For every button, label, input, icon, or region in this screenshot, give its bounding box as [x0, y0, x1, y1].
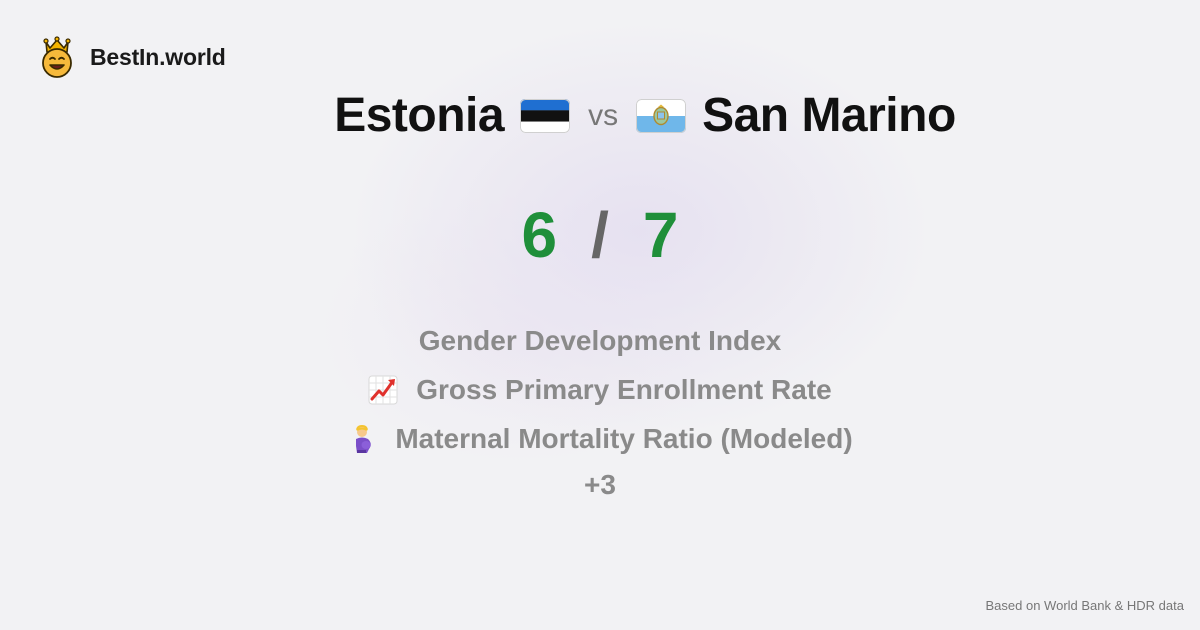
san-marino-flag-icon: [636, 98, 687, 133]
data-source-note: Based on World Bank & HDR data: [985, 598, 1184, 613]
metric-item[interactable]: Maternal Mortality Ratio (Modeled): [347, 414, 853, 463]
left-score: 6: [521, 199, 558, 271]
score-separator: /: [591, 199, 609, 271]
brand[interactable]: BestIn.world: [38, 36, 226, 78]
vs-label: vs: [588, 98, 619, 132]
right-country-name: San Marino: [702, 89, 956, 142]
chart-increasing-icon: [368, 375, 398, 404]
more-metrics-count[interactable]: +3: [584, 469, 616, 500]
brand-name: BestIn.world: [90, 43, 226, 70]
left-country-name: Estonia: [334, 89, 505, 142]
pregnant-woman-icon: [356, 424, 372, 453]
metric-list: Gender Development Index Gross Primary E…: [0, 316, 1200, 507]
crown-smiley-icon: [42, 36, 72, 78]
metric-item[interactable]: Gender Development Index: [419, 316, 782, 365]
estonia-flag-icon: [520, 98, 571, 133]
metric-item[interactable]: Gross Primary Enrollment Rate: [368, 365, 832, 414]
right-score: 7: [642, 199, 679, 271]
metric-label: Maternal Mortality Ratio (Modeled): [395, 422, 853, 454]
score: 6 / 7: [0, 198, 1200, 272]
metric-label: Gross Primary Enrollment Rate: [416, 373, 832, 405]
comparison-title: Estonia vs San Marino: [0, 88, 1200, 143]
metric-label: Gender Development Index: [418, 324, 782, 356]
